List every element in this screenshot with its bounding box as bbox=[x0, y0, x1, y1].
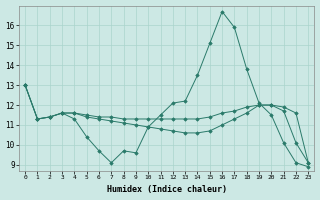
X-axis label: Humidex (Indice chaleur): Humidex (Indice chaleur) bbox=[107, 185, 227, 194]
